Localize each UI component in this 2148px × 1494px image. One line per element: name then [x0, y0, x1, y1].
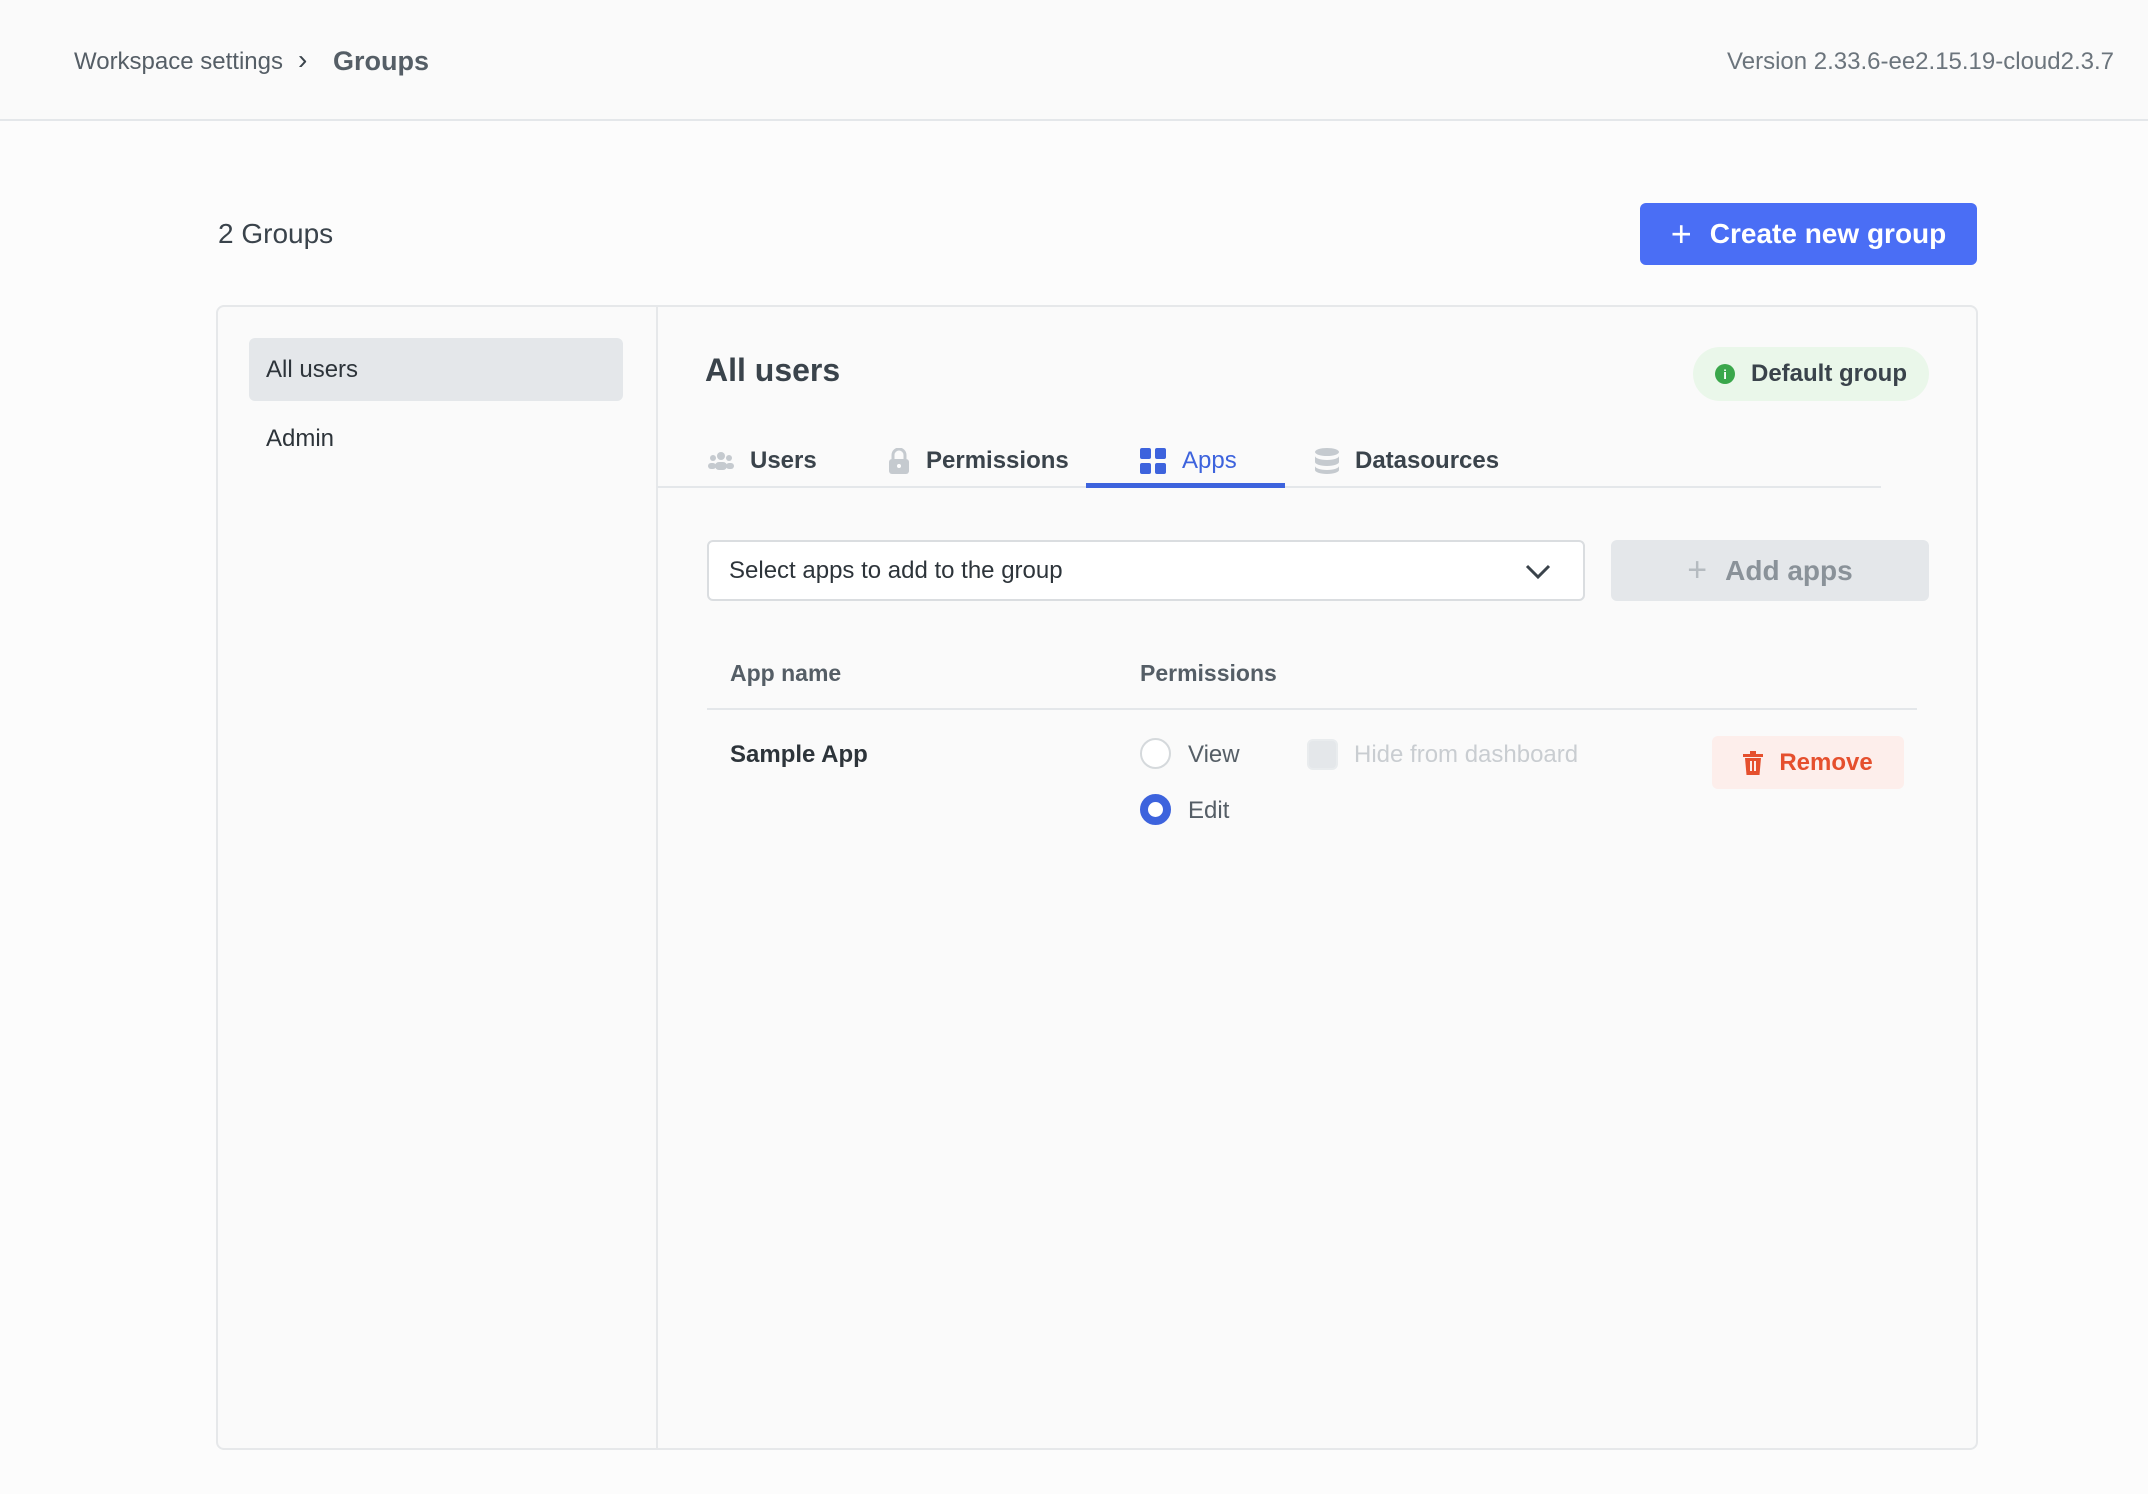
groups-panel	[216, 305, 1978, 1450]
sidebar-divider	[656, 306, 658, 1449]
tab-apps[interactable]: Apps	[1140, 436, 1237, 486]
plus-icon: +	[1670, 213, 1692, 254]
hide-from-dashboard-label: Hide from dashboard	[1354, 741, 1579, 768]
app-name: Sample App	[730, 741, 868, 768]
sidebar-item-label: All users	[266, 355, 359, 383]
remove-label: Remove	[1779, 748, 1873, 776]
sidebar-item-label: Admin	[266, 424, 335, 452]
table-header-divider	[707, 708, 1917, 710]
version-label: Version 2.33.6-ee2.15.19-cloud2.3.7	[1727, 48, 2114, 75]
tab-label: Apps	[1182, 447, 1237, 474]
add-apps-label: Add apps	[1725, 554, 1853, 586]
select-placeholder: Select apps to add to the group	[729, 556, 1063, 584]
create-new-group-label: Create new group	[1709, 218, 1947, 249]
chevron-right-icon: ›	[298, 44, 308, 75]
plus-icon: +	[1687, 551, 1708, 589]
hide-from-dashboard-checkbox[interactable]	[1307, 739, 1338, 770]
tab-users[interactable]: Users	[708, 436, 817, 486]
trash-icon	[1743, 750, 1764, 775]
add-apps-button[interactable]: + Add apps	[1611, 540, 1929, 601]
remove-app-button[interactable]: Remove	[1712, 736, 1904, 789]
breadcrumb-groups: Groups	[333, 46, 430, 76]
create-new-group-button[interactable]: + Create new group	[1640, 203, 1977, 265]
sidebar-item-admin[interactable]: Admin	[249, 407, 623, 470]
select-apps-dropdown[interactable]: Select apps to add to the group	[707, 540, 1585, 601]
users-icon	[708, 452, 734, 470]
column-header-permissions: Permissions	[1140, 660, 1277, 686]
sidebar-item-all-users[interactable]: All users	[249, 338, 623, 401]
edit-label: Edit	[1188, 797, 1230, 824]
tab-label: Permissions	[926, 447, 1069, 474]
tab-datasources[interactable]: Datasources	[1315, 436, 1499, 486]
default-group-badge: i Default group	[1693, 347, 1929, 401]
tab-label: Users	[750, 447, 817, 474]
view-label: View	[1188, 741, 1240, 768]
view-radio[interactable]	[1140, 738, 1171, 769]
tab-permissions[interactable]: Permissions	[888, 436, 1069, 486]
column-header-app-name: App name	[730, 660, 842, 686]
tab-label: Datasources	[1355, 447, 1500, 474]
chevron-down-icon	[1525, 564, 1551, 580]
badge-label: Default group	[1751, 360, 1907, 387]
top-bar	[0, 0, 2148, 121]
breadcrumb-workspace-settings[interactable]: Workspace settings	[74, 48, 283, 75]
info-icon: i	[1715, 364, 1735, 384]
lock-icon	[889, 448, 909, 474]
group-title: All users	[705, 352, 841, 388]
groups-count: 2 Groups	[218, 218, 334, 249]
database-icon	[1315, 448, 1339, 474]
apps-grid-icon	[1140, 448, 1166, 474]
edit-radio[interactable]	[1140, 794, 1171, 825]
active-tab-indicator	[1086, 483, 1285, 488]
